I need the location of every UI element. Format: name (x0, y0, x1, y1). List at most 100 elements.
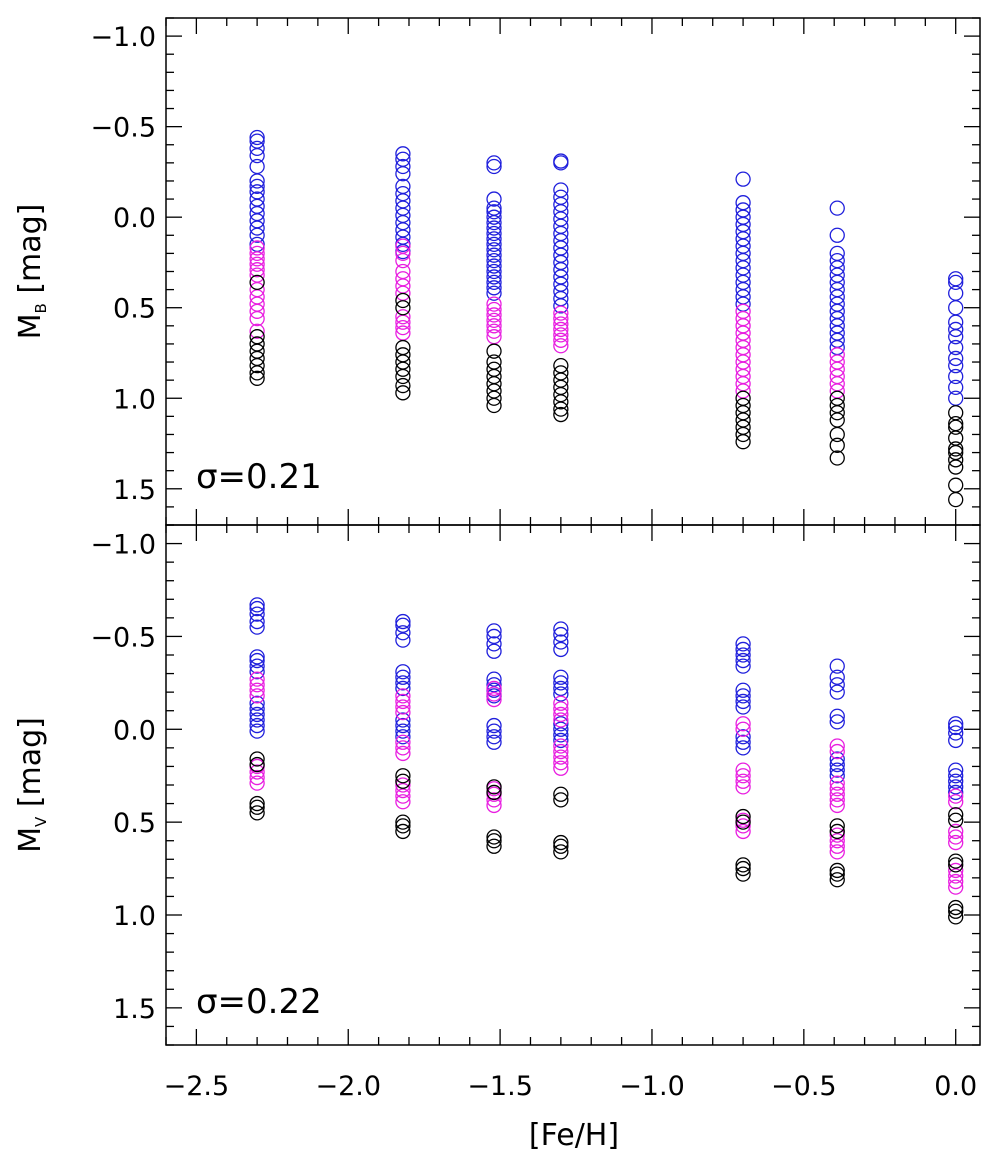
data-point-blue (486, 258, 502, 274)
data-point-blue (395, 617, 411, 633)
data-point-blue (395, 675, 411, 691)
data-point-black (829, 405, 845, 421)
data-point-magenta (395, 693, 411, 710)
data-point-blue (735, 636, 751, 652)
data-point-blue (395, 729, 411, 745)
data-point-blue (829, 708, 845, 724)
data-point-black (735, 426, 751, 443)
data-point-black (486, 833, 502, 849)
data-point-magenta (249, 764, 265, 780)
data-point-blue (735, 729, 751, 745)
data-point-blue (948, 285, 964, 301)
data-point-black (553, 792, 569, 808)
data-point-blue (553, 732, 569, 749)
plot-frame (165, 17, 981, 526)
data-point-magenta (829, 833, 845, 849)
y-tick-label: 1.5 (113, 994, 156, 1025)
data-point-black (486, 343, 502, 359)
data-point-blue (486, 274, 502, 291)
data-point-magenta (486, 797, 502, 814)
data-point-blue (829, 200, 845, 216)
data-point-black (948, 419, 964, 435)
data-point-black (553, 838, 569, 854)
data-point-magenta (395, 699, 411, 715)
data-point-magenta (553, 755, 569, 771)
data-point-magenta (829, 838, 845, 854)
data-point-black (948, 415, 964, 432)
data-point-blue (553, 669, 569, 685)
data-point-black (948, 857, 964, 873)
y-tick-label: −1.0 (90, 22, 156, 53)
data-point-blue (948, 784, 964, 801)
data-point-magenta (553, 760, 569, 776)
y-tick-label: 0.0 (113, 715, 156, 746)
data-point-magenta (735, 823, 751, 840)
data-point-black (948, 441, 964, 457)
data-point-blue (948, 762, 964, 778)
data-point-blue (395, 146, 411, 162)
data-point-magenta (395, 309, 411, 325)
data-point-magenta (395, 319, 411, 336)
data-point-black (829, 872, 845, 888)
data-point-blue (948, 719, 964, 736)
data-point-magenta (553, 327, 569, 343)
data-point-blue (486, 623, 502, 639)
data-point-black (829, 866, 845, 882)
data-point-magenta (735, 721, 751, 737)
data-point-black (948, 812, 964, 828)
data-point-blue (553, 621, 569, 637)
data-point-blue (486, 231, 502, 247)
data-point-blue (249, 173, 265, 189)
data-point-black (395, 368, 411, 385)
data-point-blue (486, 236, 502, 252)
data-point-black (948, 477, 964, 493)
data-point-black (395, 361, 411, 377)
data-point-magenta (249, 251, 265, 267)
data-point-blue (395, 717, 411, 734)
data-point-blue (486, 717, 502, 734)
data-point-black (948, 807, 964, 823)
data-point-magenta (553, 712, 569, 728)
data-point-magenta (486, 301, 502, 318)
data-point-black (249, 751, 265, 767)
data-point-black (829, 426, 845, 443)
data-point-black (249, 365, 265, 381)
data-point-magenta (948, 788, 964, 804)
data-point-magenta (829, 743, 845, 760)
data-point-blue (948, 321, 964, 338)
data-point-blue (486, 247, 502, 263)
data-point-blue (735, 171, 751, 187)
data-point-blue (486, 214, 502, 231)
data-point-magenta (249, 671, 265, 687)
data-point-blue (395, 166, 411, 182)
data-point-magenta (486, 323, 502, 339)
data-point-magenta (395, 252, 411, 269)
data-point-blue (249, 701, 265, 717)
data-point-magenta (249, 682, 265, 698)
data-point-black (829, 823, 845, 840)
y-tick-label: −0.5 (90, 113, 156, 144)
data-point-blue (249, 140, 265, 157)
data-point-blue (553, 634, 569, 650)
data-point-black (948, 405, 964, 421)
sigma-annotation: σ=0.21 (196, 457, 322, 497)
data-point-blue (735, 693, 751, 710)
data-point-black (249, 795, 265, 812)
data-point-blue (249, 227, 265, 243)
data-point-black (249, 358, 265, 374)
data-point-magenta (395, 794, 411, 810)
data-point-black (553, 834, 569, 851)
data-point-magenta (395, 788, 411, 804)
y-axis-label: MB [mag] (13, 204, 50, 340)
data-point-magenta (829, 781, 845, 797)
data-point-blue (829, 227, 845, 243)
data-point-black (486, 829, 502, 845)
data-point-blue (486, 671, 502, 687)
data-point-magenta (249, 303, 265, 319)
x-tick-label: 0.0 (934, 1071, 977, 1102)
data-point-magenta (829, 738, 845, 754)
data-point-magenta (948, 879, 964, 895)
data-point-blue (948, 732, 964, 749)
data-point-magenta (829, 775, 845, 791)
data-point-blue (553, 155, 569, 171)
